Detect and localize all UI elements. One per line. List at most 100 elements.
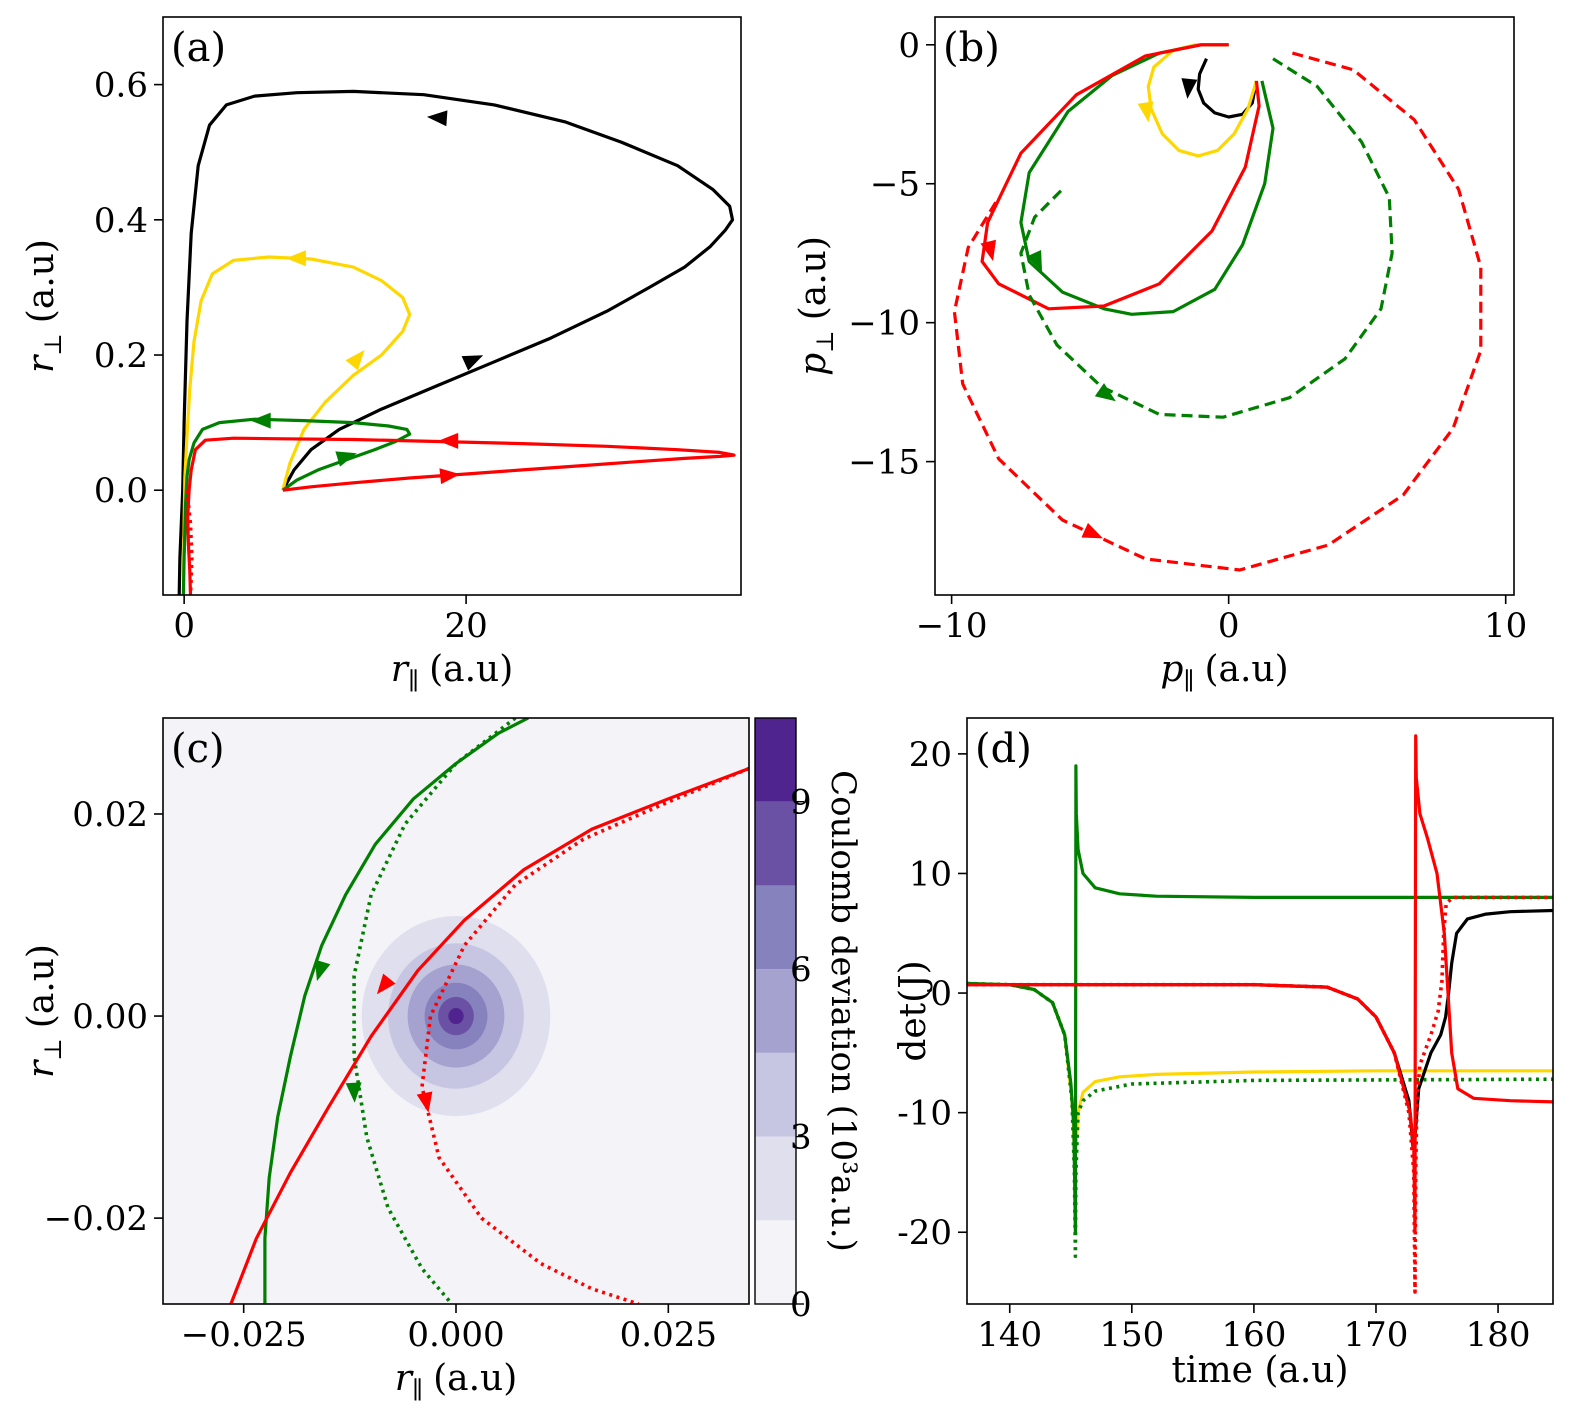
plot-area: [952, 43, 1483, 572]
x-tick-label: −10: [916, 606, 988, 646]
direction-arrow: [250, 412, 271, 429]
colorbar-label: Coulomb deviation (10³a.u.): [823, 770, 863, 1252]
direction-arrow: [426, 110, 448, 127]
y-tick-label: −5: [870, 165, 920, 205]
direction-arrow: [438, 432, 459, 449]
y-axis-label: det(J): [893, 960, 934, 1061]
x-axis-label: r∥ (a.u): [391, 649, 514, 695]
axes-frame: [934, 16, 1515, 596]
colorbar-frame: [754, 717, 797, 1305]
colorbar-segment: [755, 801, 796, 886]
direction-arrow: [345, 349, 365, 371]
series-red: [186, 436, 736, 595]
x-axis-label: r∥ (a.u): [395, 1358, 518, 1404]
y-axis-label: r⊥(a.u): [21, 944, 67, 1078]
panel-a: 0 20 0.0 0.2 0.4 0.6 (a) r∥ (a.u) r⊥(a.u): [21, 16, 742, 695]
series-red: [229, 767, 749, 1304]
y-tick-label: 20: [909, 735, 952, 775]
x-tick-label: 0.000: [407, 1315, 504, 1355]
x-tick-label: 180: [1466, 1315, 1531, 1355]
direction-arrow: [1137, 101, 1154, 123]
plot-area: [967, 734, 1553, 1294]
series-red-dashed: [952, 51, 1483, 572]
y-tick-label: 0.02: [72, 795, 148, 835]
series-black: [177, 89, 735, 595]
colorbar-tick-label: 6: [790, 950, 812, 990]
direction-arrow: [980, 239, 996, 262]
direction-arrow: [335, 451, 357, 467]
series-yellow: [181, 255, 412, 595]
panel-label: (d): [975, 726, 1032, 772]
panel-d: 140 150 160 170 180 20 10 0 -10 -20 (d) time (a.u) d…: [893, 717, 1554, 1391]
direction-arrow: [376, 973, 396, 995]
y-tick-label: 0.00: [72, 997, 148, 1037]
y-tick-label: 0: [930, 974, 952, 1014]
contour-level-5: [448, 1007, 464, 1025]
series-red: [980, 43, 1261, 311]
axes-frame: [162, 16, 742, 596]
y-tick-label: -10: [897, 1094, 952, 1134]
colorbar-segment: [755, 718, 796, 802]
colorbar-tick-label: 0: [790, 1285, 812, 1325]
y-tick-label: 0.4: [94, 201, 148, 241]
colorbar-tick-label: 3: [790, 1118, 812, 1158]
y-tick-label: -20: [897, 1213, 952, 1253]
series-green: [1019, 43, 1275, 316]
direction-arrow: [1094, 383, 1116, 402]
x-tick-label: 140: [977, 1315, 1042, 1355]
y-tick-label: 0.6: [94, 66, 148, 106]
x-tick-label: 0: [173, 606, 195, 646]
y-axis-label: p⊥(a.u): [793, 236, 839, 376]
colorbar-segment: [755, 885, 796, 970]
series-green: [263, 718, 529, 1304]
series-black: [967, 908, 1553, 1151]
y-tick-label: 10: [909, 854, 952, 894]
panel-label: (b): [943, 25, 1000, 71]
x-tick-label: 20: [444, 606, 487, 646]
colorbar-segment: [755, 1052, 796, 1137]
colorbar-segment: [755, 1220, 796, 1304]
x-tick-label: 10: [1484, 606, 1527, 646]
series-green-dotted: [352, 718, 517, 1304]
series-green-dotted: [967, 981, 1553, 1258]
x-tick-label: 160: [1221, 1315, 1286, 1355]
direction-arrow: [285, 250, 306, 267]
x-tick-label: −0.025: [181, 1315, 307, 1355]
colorbar-tick-label: 9: [790, 783, 812, 823]
panel-label: (a): [171, 25, 226, 71]
direction-arrow: [416, 1091, 433, 1113]
x-axis-label: time (a.u): [1171, 1350, 1348, 1391]
y-tick-label: −0.02: [44, 1199, 148, 1239]
x-tick-label: 150: [1099, 1315, 1164, 1355]
direction-arrow: [461, 355, 484, 371]
series-red-dotted: [185, 490, 194, 595]
x-tick-label: 0.025: [620, 1315, 717, 1355]
series-green-dashed: [1019, 57, 1394, 419]
y-tick-label: −10: [848, 304, 920, 344]
series-green: [967, 764, 1553, 1234]
y-tick-label: 0: [898, 26, 920, 66]
y-axis-label: r⊥(a.u): [21, 239, 67, 373]
x-axis-label: p∥ (a.u): [1160, 649, 1288, 695]
series-red: [967, 734, 1553, 1234]
direction-arrow: [1081, 522, 1103, 539]
direction-arrow: [1181, 78, 1198, 99]
panel-b: −10 0 10 0 −5 −10 −15 (b) p∥ (a.u) p⊥(a.u): [793, 16, 1527, 695]
colorbar-segment: [755, 969, 796, 1053]
series-red-dotted: [420, 766, 749, 1304]
x-tick-label: 0: [1218, 606, 1240, 646]
y-tick-label: 0.0: [94, 471, 148, 511]
y-tick-label: 0.2: [94, 336, 148, 376]
series-green: [181, 417, 412, 595]
y-tick-label: −15: [848, 443, 920, 483]
direction-arrow: [439, 468, 461, 485]
direction-arrow: [345, 1082, 362, 1103]
x-tick-label: 170: [1344, 1315, 1409, 1355]
direction-arrow: [315, 959, 331, 982]
colorbar: 0 3 6 9 Coulomb deviation (10³a.u.): [754, 717, 863, 1325]
plot-area: [163, 718, 749, 1304]
panel-c: −0.025 0.000 0.025 −0.02 0.00 0.02 (c) r∥ (a.u) r…: [21, 717, 863, 1404]
panel-label: (c): [171, 726, 225, 772]
plot-area: [177, 89, 736, 595]
